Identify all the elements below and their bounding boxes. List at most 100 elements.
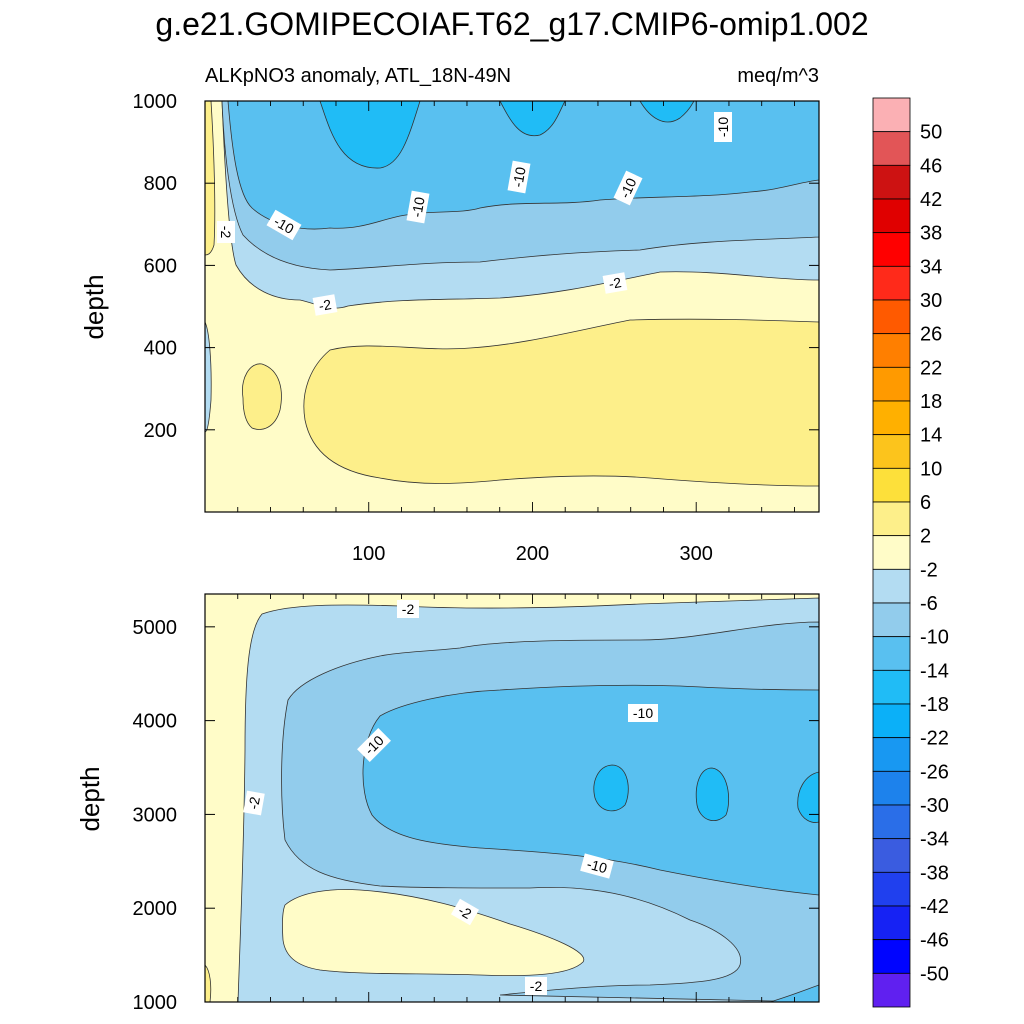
colorbar-label: -2 xyxy=(920,559,938,581)
contour-label-bg xyxy=(243,790,265,816)
lower-frame xyxy=(204,593,820,1003)
contour-label: -2 xyxy=(217,221,235,243)
contour-label: -10 xyxy=(507,160,531,194)
lower-band-minus14-d xyxy=(769,984,819,1002)
colorbar-cell xyxy=(872,871,911,907)
colorbar-label: -34 xyxy=(920,829,949,851)
contour-label-bg xyxy=(628,704,658,722)
colorbar-label: -46 xyxy=(920,930,949,952)
upper-x-ticks: 100 200 300 xyxy=(237,101,795,565)
contour-label-text: -2 xyxy=(607,274,622,292)
lower-y-axis-label: depth xyxy=(75,766,105,831)
lower-band-minus10 xyxy=(362,684,819,896)
lower-band-minus14-a xyxy=(593,764,629,812)
y-tick-label: 1000 xyxy=(133,91,178,113)
colorbar-cell xyxy=(872,838,911,873)
y-tick-label: 3000 xyxy=(133,804,178,826)
upper-panel: depth 200 400 600 800 1000 100 200 300 -2 -10 -1… xyxy=(79,91,820,565)
upper-band-plus2 xyxy=(303,318,819,487)
x-tick-label: 300 xyxy=(680,543,713,565)
colorbar-cell xyxy=(872,636,911,671)
colorbar-cell xyxy=(872,299,911,335)
colorbar-cell xyxy=(872,131,911,166)
contour-label-text: -10 xyxy=(509,165,528,188)
colorbar-label: -22 xyxy=(920,728,949,750)
contour-label: -10 xyxy=(580,853,614,879)
lower-band-minus14-c xyxy=(797,771,819,823)
x-tick-label: 100 xyxy=(352,543,385,565)
y-tick-label: 200 xyxy=(144,420,177,442)
y-tick-label: 4000 xyxy=(133,711,178,733)
colorbar-labels: 50 46 42 38 34 30 26 22 18 14 10 6 2 -2 -6 -10 -14 -18 -22… xyxy=(920,122,949,986)
lower-x-ticks xyxy=(237,594,795,1002)
upper-y-axis-label: depth xyxy=(79,274,109,339)
colorbar-label: 22 xyxy=(920,357,942,379)
upper-y-ticks: 200 400 600 800 1000 xyxy=(133,91,819,513)
colorbar-label: -18 xyxy=(920,694,949,716)
y-tick-label: 400 xyxy=(144,338,177,360)
upper-band-minus14 xyxy=(319,101,695,169)
contour-label-bg xyxy=(602,272,628,294)
contour-label: -2 xyxy=(243,790,265,816)
contour-label-text: -2 xyxy=(317,296,332,314)
contour-label-bg xyxy=(580,853,614,879)
colorbar-cell xyxy=(872,737,911,772)
contour-label-text: -10 xyxy=(715,117,731,137)
colorbar-cell xyxy=(872,333,911,368)
lower-contour-labels: -2-2-10-10-10-2-2 xyxy=(243,600,658,995)
y-tick-label: 800 xyxy=(144,173,177,195)
lower-band-minus14-b xyxy=(695,767,729,822)
colorbar-cell xyxy=(872,97,911,133)
colorbar-cell xyxy=(872,434,911,469)
y-tick-label: 5000 xyxy=(133,617,178,639)
colorbar-label: 50 xyxy=(920,122,942,144)
colorbar-label: 38 xyxy=(920,223,942,245)
colorbar-label: 2 xyxy=(920,526,931,548)
colorbar-cell xyxy=(872,939,911,974)
contour-label: -10 xyxy=(628,704,658,722)
lower-fill xyxy=(205,594,819,1002)
colorbar-label: -50 xyxy=(920,963,949,985)
contour-label: -2 xyxy=(450,898,480,926)
colorbar-cell xyxy=(872,804,911,840)
colorbar-cell xyxy=(872,501,911,537)
colorbar-label: 14 xyxy=(920,425,942,447)
contour-label: -2 xyxy=(602,272,628,294)
contour-label-text: -2 xyxy=(530,978,543,994)
colorbar-cell xyxy=(872,198,911,234)
colorbar-cell xyxy=(872,232,911,267)
contour-label-text: -2 xyxy=(402,601,415,617)
contour-label: -2 xyxy=(525,977,547,995)
colorbar-cell xyxy=(872,703,911,739)
lower-y-ticks: 1000 2000 3000 4000 5000 xyxy=(133,617,819,1014)
contour-label-bg xyxy=(406,190,430,224)
colorbar-cell xyxy=(872,669,911,705)
x-tick-label: 200 xyxy=(516,543,549,565)
chart-title: g.e21.GOMIPECOIAF.T62_g17.CMIP6-omip1.00… xyxy=(155,6,868,42)
upper-band-plus2-left xyxy=(205,101,216,256)
colorbar-label: 18 xyxy=(920,391,942,413)
contour-label: -10 xyxy=(613,170,643,206)
contour-label-text: -10 xyxy=(633,705,653,721)
contour-label-bg xyxy=(397,600,419,618)
contour-label-bg xyxy=(217,221,235,243)
colorbar-label: -42 xyxy=(920,896,949,918)
contour-label-bg xyxy=(357,728,391,762)
chart-subtitle-right: meq/m^3 xyxy=(737,65,819,87)
upper-band-minus2-left xyxy=(205,321,212,433)
colorbar-label: -30 xyxy=(920,795,949,817)
contour-label: -2 xyxy=(312,294,338,316)
colorbar: 50 46 42 38 34 30 26 22 18 14 10 6 2 -2 -6 -10 -14 -18 -22… xyxy=(872,97,949,1008)
y-tick-label: 2000 xyxy=(133,898,178,920)
colorbar-label: -26 xyxy=(920,761,949,783)
colorbar-label: 46 xyxy=(920,155,942,177)
upper-contour-labels: -2 -10-10-10 -10-10-2-2 xyxy=(217,112,732,316)
colorbar-label: 42 xyxy=(920,189,942,211)
colorbar-label: 6 xyxy=(920,492,931,514)
contour-label-text: -10 xyxy=(585,856,609,877)
contour-label-text: -10 xyxy=(616,175,639,200)
lower-band-plus2 xyxy=(282,889,585,977)
colorbar-cell xyxy=(872,535,911,570)
contour-label-bg xyxy=(507,160,531,194)
